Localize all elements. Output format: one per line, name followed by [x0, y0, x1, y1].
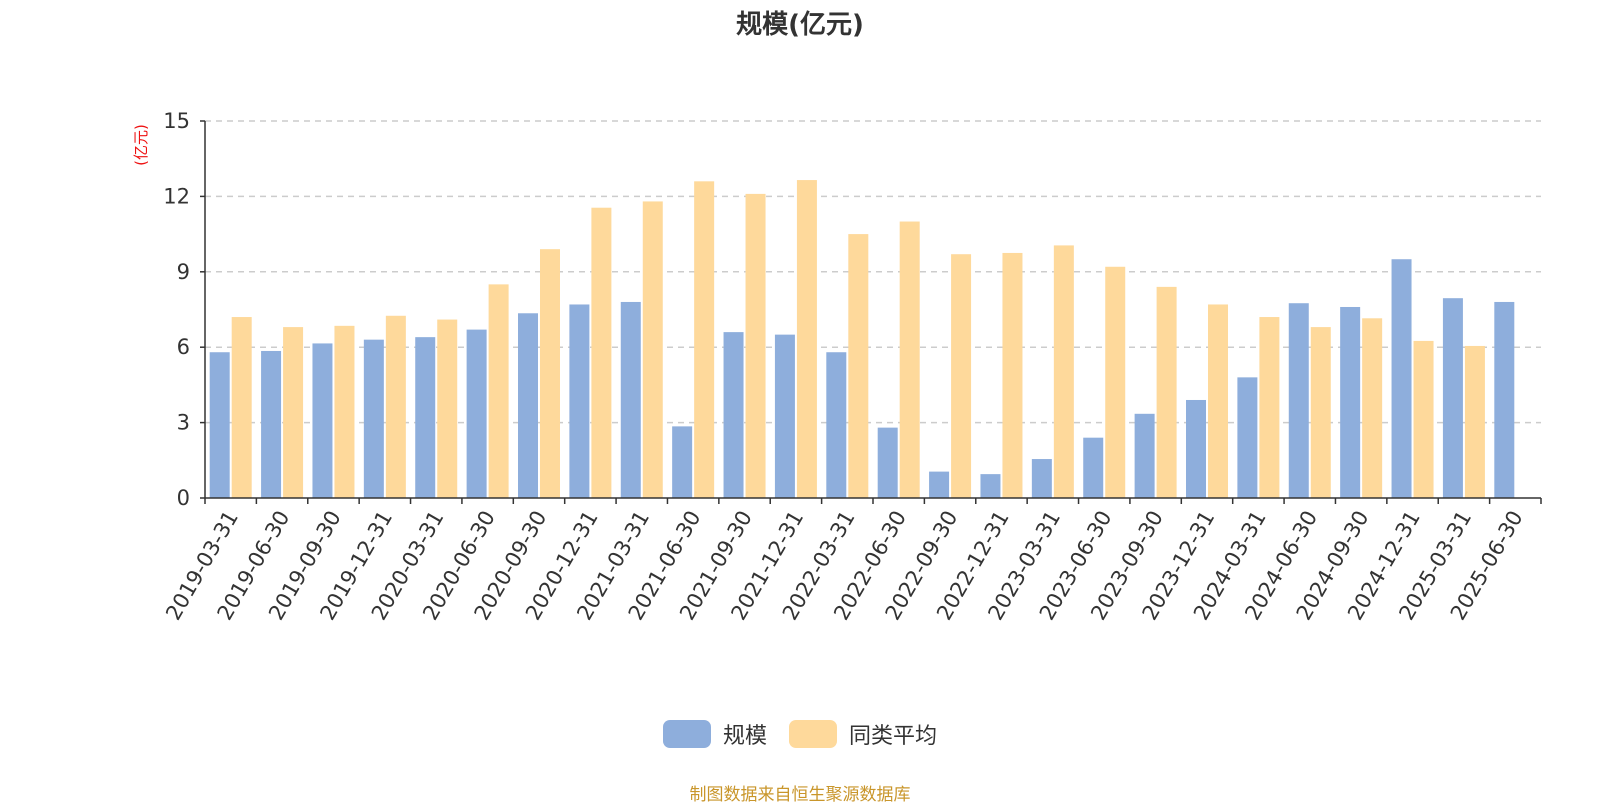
bar-scale[interactable]: [929, 471, 950, 498]
bar-peer-average[interactable]: [385, 315, 406, 498]
bar-peer-average[interactable]: [1310, 327, 1331, 498]
bar-scale[interactable]: [620, 301, 641, 498]
source-note: 制图数据来自恒生聚源数据库: [689, 785, 911, 805]
bar-scale[interactable]: [1442, 298, 1463, 498]
y-tick-label: 9: [177, 260, 190, 284]
bar-peer-average[interactable]: [591, 207, 612, 498]
bar-peer-average[interactable]: [694, 181, 715, 498]
bar-scale[interactable]: [1186, 399, 1206, 498]
bar-peer-average[interactable]: [1105, 266, 1126, 498]
legend-item-peer-average[interactable]: 同类平均: [789, 718, 937, 750]
bar-scale[interactable]: [466, 329, 487, 498]
bar-peer-average[interactable]: [1208, 304, 1228, 498]
bar-scale[interactable]: [672, 426, 693, 498]
bar-scale[interactable]: [1083, 437, 1104, 498]
bar-scale[interactable]: [209, 352, 230, 498]
bar-scale[interactable]: [826, 352, 847, 498]
bar-peer-average[interactable]: [1053, 245, 1074, 498]
y-tick-label: 0: [177, 486, 190, 510]
legend-label-peer-average: 同类平均: [849, 724, 938, 749]
bar-scale[interactable]: [877, 427, 898, 498]
bar-peer-average[interactable]: [951, 254, 972, 498]
bar-peer-average[interactable]: [642, 201, 663, 498]
bar-peer-average[interactable]: [848, 234, 869, 498]
bars: [209, 180, 1515, 499]
bar-scale[interactable]: [363, 339, 384, 498]
legend: 规模 同类平均: [0, 718, 1600, 750]
bar-scale[interactable]: [1494, 301, 1515, 498]
bar-peer-average[interactable]: [1362, 318, 1383, 498]
bar-peer-average[interactable]: [283, 327, 304, 498]
bar-peer-average[interactable]: [1464, 345, 1485, 498]
y-tick-label: 6: [177, 335, 190, 359]
bar-peer-average[interactable]: [231, 317, 252, 498]
bar-peer-average[interactable]: [437, 319, 458, 498]
bar-peer-average[interactable]: [488, 284, 509, 498]
chart-title: 规模(亿元): [736, 10, 864, 40]
bar-peer-average[interactable]: [899, 221, 920, 499]
bar-scale[interactable]: [569, 304, 590, 498]
y-tick-label: 3: [177, 411, 190, 435]
legend-swatch-peer-average: [789, 720, 837, 748]
bar-scale[interactable]: [1340, 306, 1361, 498]
legend-label-scale: 规模: [722, 724, 767, 749]
bar-scale[interactable]: [1288, 303, 1309, 498]
bar-peer-average[interactable]: [1002, 252, 1023, 498]
legend-item-scale[interactable]: 规模: [662, 718, 767, 750]
bar-scale[interactable]: [1031, 459, 1052, 498]
bar-scale[interactable]: [518, 313, 538, 498]
bar-scale[interactable]: [1237, 377, 1258, 498]
y-tick-label: 15: [163, 109, 190, 133]
bar-scale[interactable]: [1134, 413, 1155, 498]
bar-peer-average[interactable]: [1259, 317, 1280, 498]
bar-scale[interactable]: [312, 343, 333, 498]
bar-scale[interactable]: [415, 337, 436, 498]
bar-scale[interactable]: [261, 350, 282, 498]
legend-swatch-scale: [662, 720, 711, 748]
y-axis-title: (亿元): [132, 124, 150, 166]
bar-scale[interactable]: [723, 332, 744, 498]
bar-peer-average[interactable]: [796, 180, 817, 498]
bar-scale[interactable]: [1391, 259, 1412, 498]
bar-peer-average[interactable]: [745, 193, 766, 499]
bar-peer-average[interactable]: [1156, 286, 1177, 498]
axes: [200, 120, 1542, 504]
bar-peer-average[interactable]: [540, 249, 560, 498]
bar-scale[interactable]: [774, 334, 795, 498]
y-tick-label: 12: [163, 184, 190, 208]
bar-scale[interactable]: [980, 474, 1001, 498]
bar-peer-average[interactable]: [1413, 340, 1434, 498]
bar-peer-average[interactable]: [334, 325, 355, 498]
